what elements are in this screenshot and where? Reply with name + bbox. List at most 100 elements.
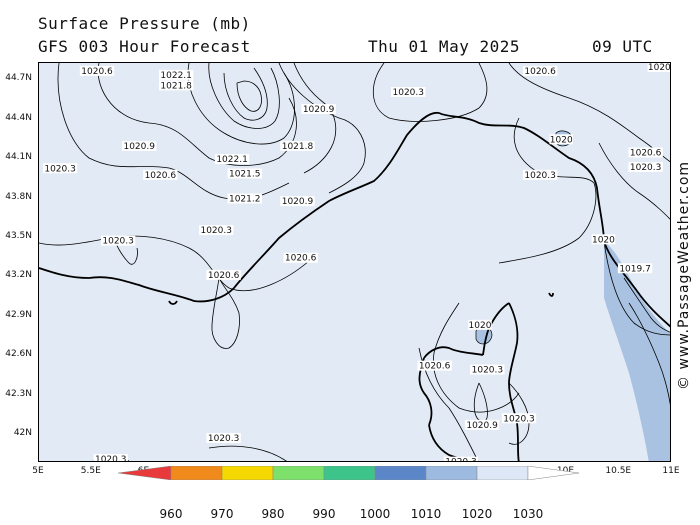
isobar-label: 1020.3	[503, 414, 535, 424]
isobar-label-background	[464, 419, 500, 430]
isobar-label-background	[628, 161, 663, 172]
isobar-label-background	[617, 263, 653, 274]
forecast-date: Thu 01 May 2025	[368, 37, 520, 56]
isobar-label-background	[280, 196, 315, 207]
isobar-label-background	[522, 65, 558, 76]
isobar-label-background	[283, 252, 318, 263]
isobar-label: 1020.9	[303, 105, 335, 115]
colorbar-low-arrow	[118, 466, 172, 480]
isobar-label: 1022.1	[160, 71, 192, 81]
longitude-tick-label: 11E	[662, 466, 680, 476]
latitude-tick-label: 43.5N	[5, 231, 32, 241]
map-title: Surface Pressure (mb)	[38, 14, 251, 33]
isobar-label: 1020.3	[630, 163, 662, 173]
colorbar-label: 1030	[512, 507, 544, 521]
isobar-label: 1020	[592, 235, 615, 245]
isobar-label: 1020	[550, 135, 573, 145]
colorbar-label: 960	[159, 507, 183, 521]
longitude-tick-label: 5E	[32, 466, 44, 476]
isobar-label: 1020	[648, 63, 671, 73]
watermark: © www.PassageWeather.com	[676, 150, 696, 390]
isobar-label: 1019.7	[619, 264, 651, 274]
isobar-label: 1021.2	[229, 195, 261, 205]
colorbar-swatch	[425, 466, 478, 480]
isobar-label-background	[206, 269, 241, 280]
isobar-label-background	[443, 456, 479, 461]
isobar-label: 1020.6	[285, 254, 317, 264]
isobar-label-background	[100, 235, 136, 246]
isobar-label-background	[301, 104, 336, 115]
isobar-labels: 1020.6 1022.11021.81020.91020.31020.61020…	[42, 63, 671, 462]
isobar-label: 1020.3	[445, 458, 477, 462]
isobar-label-background	[93, 454, 128, 461]
isobar-label: 1021.8	[282, 142, 314, 152]
latitude-tick-label: 44.4N	[5, 112, 32, 123]
latitude-tick-label: 42.3N	[5, 388, 32, 399]
isobar-label-background	[206, 433, 241, 443]
colorbar-label: 1010	[410, 507, 442, 521]
latitude-tick-label: 42.6N	[5, 349, 32, 360]
isobar-label-background	[501, 413, 537, 424]
isobar-label: 1020.3	[44, 164, 76, 174]
latitude-tick-label: 43.2N	[5, 270, 32, 281]
colorbar-swatch	[221, 466, 274, 480]
isobar-label-background	[628, 147, 663, 158]
isobar-label-background	[591, 234, 616, 245]
isobar-label-background	[468, 319, 492, 330]
isobar-label-background	[417, 360, 452, 371]
latitude-tick-label: 44.7N	[5, 73, 32, 84]
isobar-label: 1020.9	[123, 142, 155, 152]
pressure-colorbar	[118, 466, 580, 480]
map-background	[39, 63, 670, 461]
isobar-label: 1022.1	[216, 155, 248, 165]
isobar-label-background	[42, 163, 78, 174]
isobar-label-background	[158, 69, 194, 80]
colorbar-swatch	[272, 466, 325, 480]
isobar-label: 1020.3	[472, 366, 504, 376]
longitude-tick-label: 5.5E	[80, 466, 101, 476]
isobar-label: 1020.3	[102, 237, 134, 247]
latitude-tick-label: 44.1N	[5, 152, 32, 163]
latitude-tick-label: 42.9N	[5, 309, 32, 320]
isobar-label: 1020.6	[145, 171, 177, 181]
colorbar-high-arrow	[527, 466, 580, 480]
isobar-label: 1020.6	[630, 148, 662, 158]
watermark-text: © www.PassageWeather.com	[676, 160, 692, 390]
isobar-label: 1021.8	[160, 81, 192, 91]
isobar-label: 1020.6	[419, 362, 451, 372]
isobar-label-background	[227, 168, 262, 179]
isobar-label: 1020.9	[466, 421, 498, 431]
colorbar-label: 970	[210, 507, 234, 521]
latitude-tick-label: 43.8N	[5, 191, 32, 202]
isobar-label: 1020.3	[208, 434, 240, 444]
isobar-label: 1020.3	[393, 88, 425, 98]
isobar-label: 1020.6	[208, 271, 240, 281]
colorbar-label: 1020	[461, 507, 493, 521]
isobar-label-background	[647, 63, 670, 72]
map-subtitle: GFS 003 Hour Forecast	[38, 37, 251, 56]
colorbar-label: 980	[261, 507, 285, 521]
isobar-label-background	[280, 140, 315, 151]
isobar-label: 1020.3	[524, 171, 556, 181]
isobar-label: 1020.9	[282, 197, 314, 207]
isobar-label-background	[143, 169, 178, 180]
isobar-label-background	[214, 154, 250, 165]
isobar-label-background	[122, 140, 157, 151]
map-canvas: 1020.6 1022.11021.81020.91020.31020.61020…	[39, 63, 671, 462]
isobar-label: 1021.5	[229, 170, 261, 180]
isobar-label: 1020.6	[524, 67, 556, 77]
forecast-time: 09 UTC	[592, 37, 653, 56]
isobar-label-background	[549, 134, 574, 145]
isobar-label-background	[470, 364, 505, 375]
isobar-label: 1020	[469, 321, 492, 331]
colorbar-swatch	[170, 466, 223, 480]
latitude-tick-label: 42N	[13, 428, 32, 439]
colorbar-label: 990	[312, 507, 336, 521]
isobar-label-background	[391, 86, 426, 97]
colorbar-swatch	[476, 466, 529, 480]
isobar-label: 1020.6	[81, 67, 113, 77]
isobar-label-background	[522, 169, 558, 180]
isobar-label-background	[227, 193, 262, 204]
isobar-label-background	[79, 65, 115, 76]
isobar-label: 1020.3	[95, 455, 127, 462]
